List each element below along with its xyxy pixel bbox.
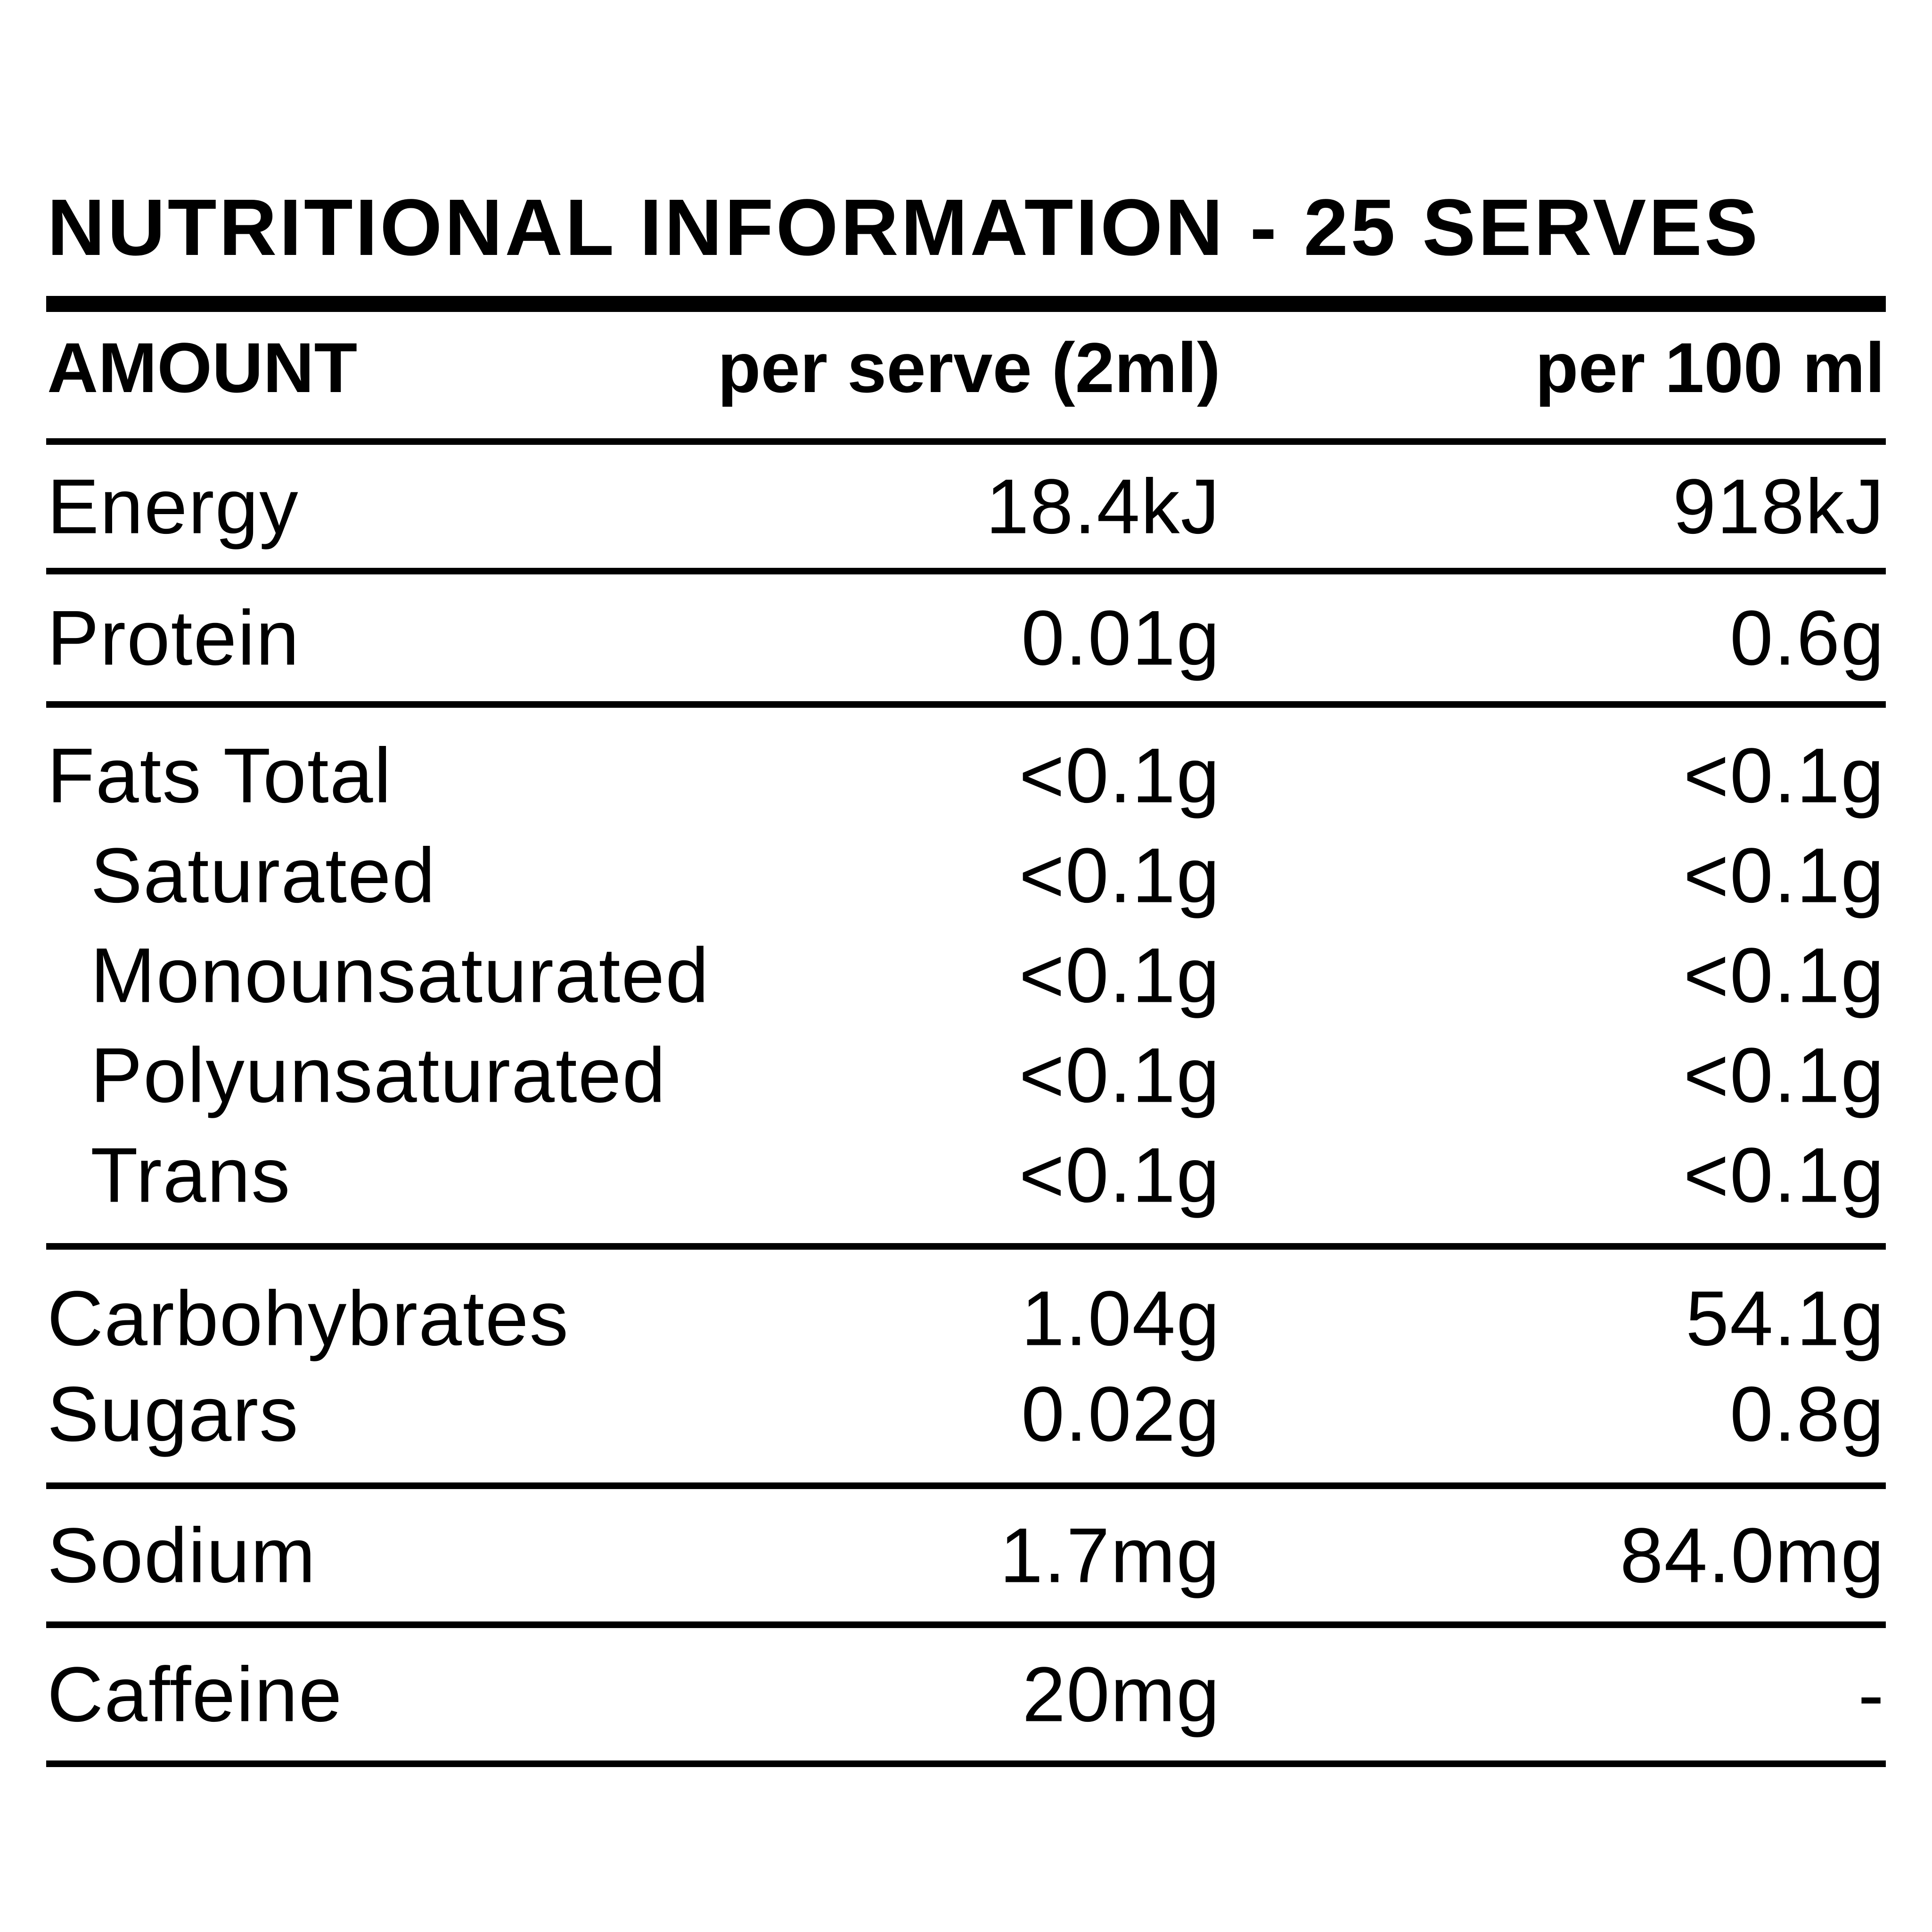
page-title: NUTRITIONAL INFORMATION - 25 SERVES — [47, 183, 1760, 272]
table-row: Fats Total <0.1g <0.1g — [46, 726, 1886, 826]
per-100ml-value: <0.1g — [1683, 1131, 1885, 1219]
column-header-per-100ml: per 100 ml — [1535, 328, 1885, 407]
per-100ml-value: 0.8g — [1729, 1370, 1885, 1457]
nutrition-table: Energy 18.4kJ 918kJ Protein 0.01g 0.6g F… — [46, 438, 1886, 1767]
per-100ml-value: <0.1g — [1683, 832, 1885, 919]
per-100ml-value: - — [1858, 1651, 1885, 1737]
per-100ml-value: 918kJ — [1672, 463, 1885, 549]
per-serve-value: <0.1g — [1019, 1031, 1220, 1119]
per-serve-value: <0.1g — [1019, 732, 1220, 819]
per-serve-value: <0.1g — [1019, 832, 1220, 919]
section-divider — [46, 1760, 1886, 1767]
per-100ml-value: <0.1g — [1683, 1031, 1885, 1119]
section-divider — [46, 701, 1886, 708]
row-label: Saturated — [90, 832, 436, 919]
table-section: Carbohybrates 1.04g 54.1g Sugars 0.02g 0… — [46, 1250, 1886, 1482]
section-divider — [46, 1243, 1886, 1250]
per-serve-value: 18.4kJ — [985, 463, 1220, 549]
row-label: Sodium — [47, 1512, 317, 1598]
table-row: Saturated <0.1g <0.1g — [46, 826, 1886, 925]
title-divider — [46, 296, 1886, 312]
header-divider — [46, 438, 1886, 445]
table-section: Fats Total <0.1g <0.1g Saturated <0.1g <… — [46, 708, 1886, 1243]
row-label: Caffeine — [47, 1651, 343, 1737]
per-serve-value: 1.7mg — [999, 1512, 1220, 1598]
table-row: Protein 0.01g 0.6g — [46, 574, 1886, 701]
table-row: Sugars 0.02g 0.8g — [46, 1366, 1886, 1462]
per-serve-value: 20mg — [1022, 1651, 1220, 1737]
table-section: Caffeine 20mg - — [46, 1628, 1886, 1760]
section-divider — [46, 1482, 1886, 1489]
row-label: Polyunsaturated — [90, 1031, 667, 1119]
table-row: Energy 18.4kJ 918kJ — [46, 445, 1886, 568]
per-serve-value: 1.04g — [1021, 1275, 1220, 1361]
per-100ml-value: 54.1g — [1686, 1275, 1885, 1361]
row-label: Trans — [90, 1131, 291, 1219]
per-serve-value: 0.01g — [1021, 594, 1220, 681]
per-serve-value: <0.1g — [1019, 1131, 1220, 1219]
table-row: Carbohybrates 1.04g 54.1g — [46, 1270, 1886, 1366]
row-label: Energy — [47, 463, 299, 549]
table-row: Trans <0.1g <0.1g — [46, 1125, 1886, 1225]
table-row: Monounsaturated <0.1g <0.1g — [46, 925, 1886, 1025]
table-header-row: AMOUNT per serve (2ml) per 100 ml — [47, 330, 1885, 405]
table-section: Energy 18.4kJ 918kJ — [46, 445, 1886, 568]
row-label: Protein — [47, 594, 300, 681]
row-label: Fats Total — [47, 732, 393, 819]
table-section: Sodium 1.7mg 84.0mg — [46, 1489, 1886, 1621]
per-100ml-value: 0.6g — [1729, 594, 1885, 681]
per-100ml-value: 84.0mg — [1620, 1512, 1885, 1598]
table-section: Protein 0.01g 0.6g — [46, 574, 1886, 701]
section-divider — [46, 1621, 1886, 1628]
per-100ml-value: <0.1g — [1683, 932, 1885, 1019]
per-100ml-value: <0.1g — [1683, 732, 1885, 819]
table-row: Caffeine 20mg - — [46, 1628, 1886, 1760]
section-divider — [46, 568, 1886, 574]
table-row: Polyunsaturated <0.1g <0.1g — [46, 1025, 1886, 1125]
per-serve-value: <0.1g — [1019, 932, 1220, 1019]
row-label: Carbohybrates — [47, 1275, 569, 1361]
table-sections: Energy 18.4kJ 918kJ Protein 0.01g 0.6g F… — [46, 445, 1886, 1767]
row-label: Sugars — [47, 1370, 299, 1457]
column-header-per-serve: per serve (2ml) — [717, 328, 1220, 407]
row-label: Monounsaturated — [90, 932, 710, 1019]
table-row: Sodium 1.7mg 84.0mg — [46, 1489, 1886, 1621]
per-serve-value: 0.02g — [1021, 1370, 1220, 1457]
column-header-amount: AMOUNT — [47, 328, 358, 407]
